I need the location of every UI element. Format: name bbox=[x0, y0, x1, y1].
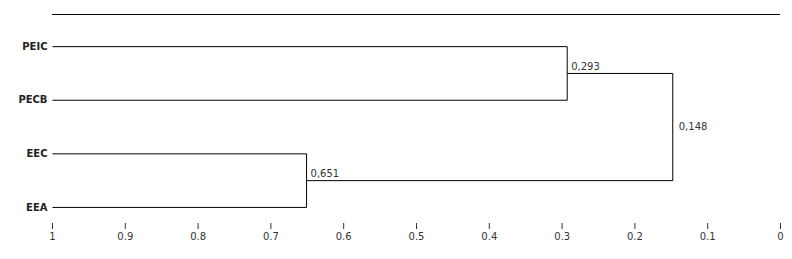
svg-text:0,651: 0,651 bbox=[311, 168, 340, 179]
svg-text:0: 0 bbox=[777, 231, 783, 242]
svg-text:0.2: 0.2 bbox=[627, 231, 643, 242]
svg-text:0.7: 0.7 bbox=[263, 231, 279, 242]
svg-text:0.1: 0.1 bbox=[700, 231, 716, 242]
svg-text:0.9: 0.9 bbox=[117, 231, 133, 242]
svg-text:0.4: 0.4 bbox=[481, 231, 497, 242]
svg-text:EEC: EEC bbox=[26, 148, 47, 159]
svg-text:0.8: 0.8 bbox=[190, 231, 206, 242]
svg-text:0.6: 0.6 bbox=[336, 231, 352, 242]
svg-text:EEA: EEA bbox=[26, 202, 48, 213]
svg-text:0,148: 0,148 bbox=[679, 121, 708, 132]
svg-text:1: 1 bbox=[49, 231, 55, 242]
svg-text:PEIC: PEIC bbox=[22, 41, 47, 52]
svg-text:0.3: 0.3 bbox=[554, 231, 570, 242]
svg-text:0.5: 0.5 bbox=[409, 231, 425, 242]
svg-text:PECB: PECB bbox=[18, 94, 47, 105]
svg-text:0,293: 0,293 bbox=[571, 61, 600, 72]
